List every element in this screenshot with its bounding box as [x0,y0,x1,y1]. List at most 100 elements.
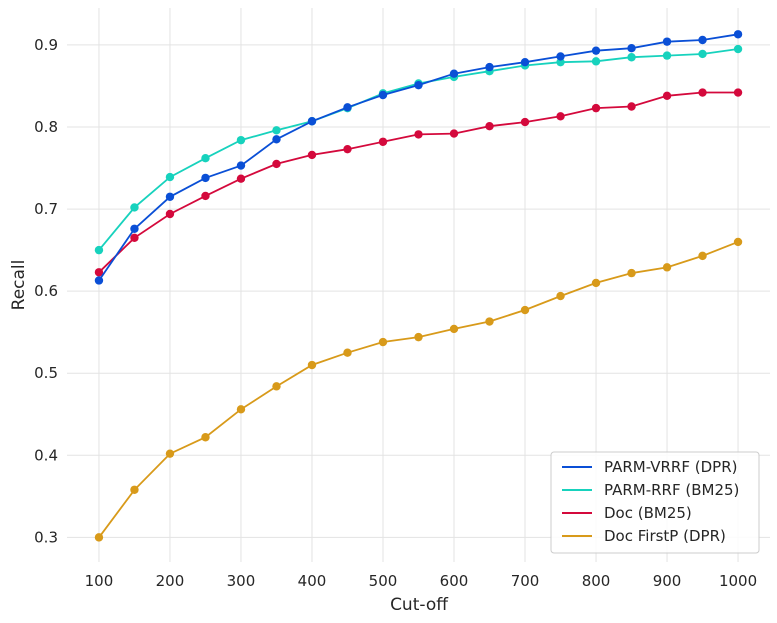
data-series [94,30,743,542]
data-point [662,91,672,101]
data-point [130,224,139,233]
data-point [733,237,743,247]
data-point [343,348,352,357]
data-point [698,35,707,45]
y-axis-label: Recall [9,260,29,311]
data-point [662,263,672,272]
legend-label: PARM-VRRF (DPR) [604,458,737,476]
data-point [272,159,281,169]
x-axis-ticks: 100 200 300 400 500 600 700 800 900 1000 [85,572,758,590]
data-point [520,57,530,67]
data-point [485,62,494,72]
y-axis-ticks: 0.3 0.4 0.5 0.6 0.7 0.8 0.9 [34,36,58,546]
data-point [556,291,565,301]
data-point [520,117,530,127]
data-point [449,69,459,78]
data-point [733,88,743,97]
legend-label: Doc FirstP (DPR) [604,527,726,545]
data-point [343,144,352,154]
y-tick-label: 0.4 [34,446,58,464]
data-point [236,135,246,145]
data-point [236,405,246,414]
data-point [591,57,601,66]
data-point [698,251,707,261]
series-3 [94,237,743,542]
data-point [307,117,317,126]
data-point [520,305,530,315]
data-point [414,332,423,342]
series-2 [94,88,743,277]
data-point [556,52,565,61]
data-point [201,433,210,442]
data-point [378,337,388,347]
legend-label: PARM-RRF (BM25) [604,481,739,499]
data-point [591,46,601,55]
data-point [414,130,423,139]
y-tick-label: 0.5 [34,364,58,382]
data-point [627,44,636,53]
x-tick-label: 100 [85,572,114,590]
x-tick-label: 900 [653,572,682,590]
data-point [378,137,388,146]
data-point [662,51,672,60]
data-point [130,485,139,494]
data-point [485,317,494,326]
x-tick-label: 200 [156,572,185,590]
data-point [698,88,707,97]
data-point [130,233,139,243]
data-point [414,80,423,90]
data-point [627,102,636,111]
data-point [449,324,459,334]
data-point [627,268,636,278]
data-point [236,161,246,170]
x-axis-label: Cut-off [390,595,449,615]
data-point [272,135,281,144]
data-point [94,245,104,255]
y-tick-label: 0.7 [34,200,58,218]
data-point [307,360,317,370]
data-point [733,44,743,54]
x-tick-label: 1000 [719,572,757,590]
data-point [449,129,459,138]
data-point [94,268,104,277]
data-point [201,173,210,183]
data-point [165,192,175,201]
data-point [272,126,281,135]
data-point [201,191,210,201]
data-point [130,203,139,212]
data-point [698,49,707,59]
data-point [733,30,743,39]
data-point [94,276,104,285]
data-point [627,53,636,62]
x-tick-label: 500 [369,572,398,590]
data-point [272,382,281,391]
data-point [662,37,672,46]
y-tick-label: 0.9 [34,36,58,54]
data-point [307,150,317,160]
data-point [378,90,388,100]
data-point [236,174,246,183]
data-point [591,278,601,288]
data-point [165,449,175,458]
x-tick-label: 400 [298,572,327,590]
data-point [556,112,565,121]
x-tick-label: 800 [582,572,611,590]
y-tick-label: 0.6 [34,282,58,300]
x-tick-label: 300 [227,572,256,590]
data-point [94,533,104,542]
data-point [201,153,210,163]
legend: PARM-VRRF (DPR) PARM-RRF (BM25) Doc (BM25)… [550,451,760,554]
legend-box [550,451,760,554]
data-point [165,209,175,219]
y-tick-label: 0.8 [34,118,58,136]
data-point [556,57,565,67]
legend-label: Doc (BM25) [604,504,692,522]
x-tick-label: 600 [440,572,469,590]
data-point [165,172,175,182]
data-point [343,103,352,112]
x-tick-label: 700 [511,572,540,590]
data-point [591,103,601,113]
data-point [485,121,494,131]
series-0 [94,30,743,285]
